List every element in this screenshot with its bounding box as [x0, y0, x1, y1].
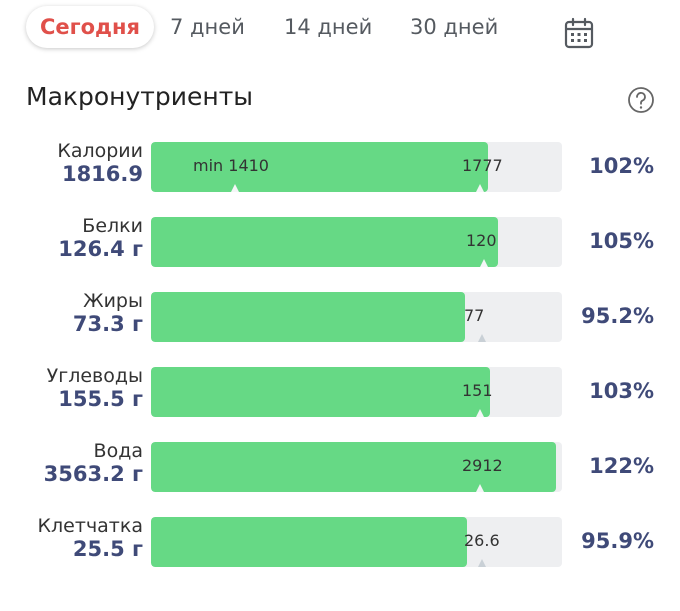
goal-marker: [476, 184, 484, 192]
tab-today[interactable]: Сегодня: [26, 6, 155, 48]
goal-marker: [478, 334, 486, 342]
macro-progress-fill: [151, 292, 465, 342]
calendar-icon[interactable]: [564, 17, 594, 49]
macro-progress-fill: [151, 517, 467, 567]
period-tabs: Сегодня 7 дней 14 дней 30 дней: [26, 6, 680, 50]
macro-progress-bar: 77: [151, 292, 562, 342]
macro-label: Калории: [57, 140, 143, 162]
section-title: Макронутриенты: [26, 82, 254, 111]
macro-value: 73.3 г: [72, 312, 143, 336]
macro-progress-bar: 2912: [151, 442, 562, 492]
macro-label: Жиры: [83, 290, 143, 312]
goal-label: 26.6: [464, 531, 500, 550]
macro-progress-bar: 26.6: [151, 517, 562, 567]
macro-progress-fill: [151, 142, 488, 192]
macro-percent: 102%: [589, 154, 654, 178]
macro-percent: 122%: [589, 454, 654, 478]
macro-value: 126.4 г: [58, 237, 143, 261]
macro-row-carbs: Углеводы 155.5 г 151 103%: [0, 365, 680, 419]
goal-label: 1777: [462, 156, 503, 175]
macro-label: Вода: [93, 440, 143, 462]
min-label: min 1410: [193, 156, 269, 175]
macro-progress-bar: 151: [151, 367, 562, 417]
help-icon[interactable]: [627, 86, 655, 114]
macro-row-protein: Белки 126.4 г 120 105%: [0, 215, 680, 269]
macro-progress-fill: [151, 367, 490, 417]
macro-label: Белки: [82, 215, 143, 237]
goal-label: 120: [466, 231, 497, 250]
macro-progress-fill: [151, 442, 556, 492]
macro-label: Углеводы: [46, 365, 143, 387]
goal-marker: [476, 484, 484, 492]
goal-marker: [478, 559, 486, 567]
goal-marker: [480, 259, 488, 267]
macro-row-fiber: Клетчатка 25.5 г 26.6 95.9%: [0, 515, 680, 569]
goal-label: 77: [464, 306, 485, 325]
macro-percent: 105%: [589, 229, 654, 253]
macro-row-calories: Калории 1816.9 min 1410 1777 102%: [0, 140, 680, 194]
macro-percent: 95.9%: [581, 529, 654, 553]
min-marker: [231, 184, 239, 192]
macro-percent: 103%: [589, 379, 654, 403]
goal-marker: [476, 409, 484, 417]
tab-30-days[interactable]: 30 дней: [410, 15, 499, 39]
macro-row-water: Вода 3563.2 г 2912 122%: [0, 440, 680, 494]
macro-progress-bar: 120: [151, 217, 562, 267]
macro-progress-fill: [151, 217, 498, 267]
macro-row-fat: Жиры 73.3 г 77 95.2%: [0, 290, 680, 344]
tab-7-days[interactable]: 7 дней: [170, 15, 245, 39]
macro-value: 1816.9: [61, 162, 143, 186]
macro-value: 3563.2 г: [43, 462, 143, 486]
macro-percent: 95.2%: [581, 304, 654, 328]
goal-label: 2912: [462, 456, 503, 475]
goal-label: 151: [462, 381, 493, 400]
tab-14-days[interactable]: 14 дней: [284, 15, 373, 39]
macro-value: 155.5 г: [58, 387, 143, 411]
macro-label: Клетчатка: [37, 515, 143, 537]
macro-progress-bar: min 1410 1777: [151, 142, 562, 192]
macro-value: 25.5 г: [72, 537, 143, 561]
